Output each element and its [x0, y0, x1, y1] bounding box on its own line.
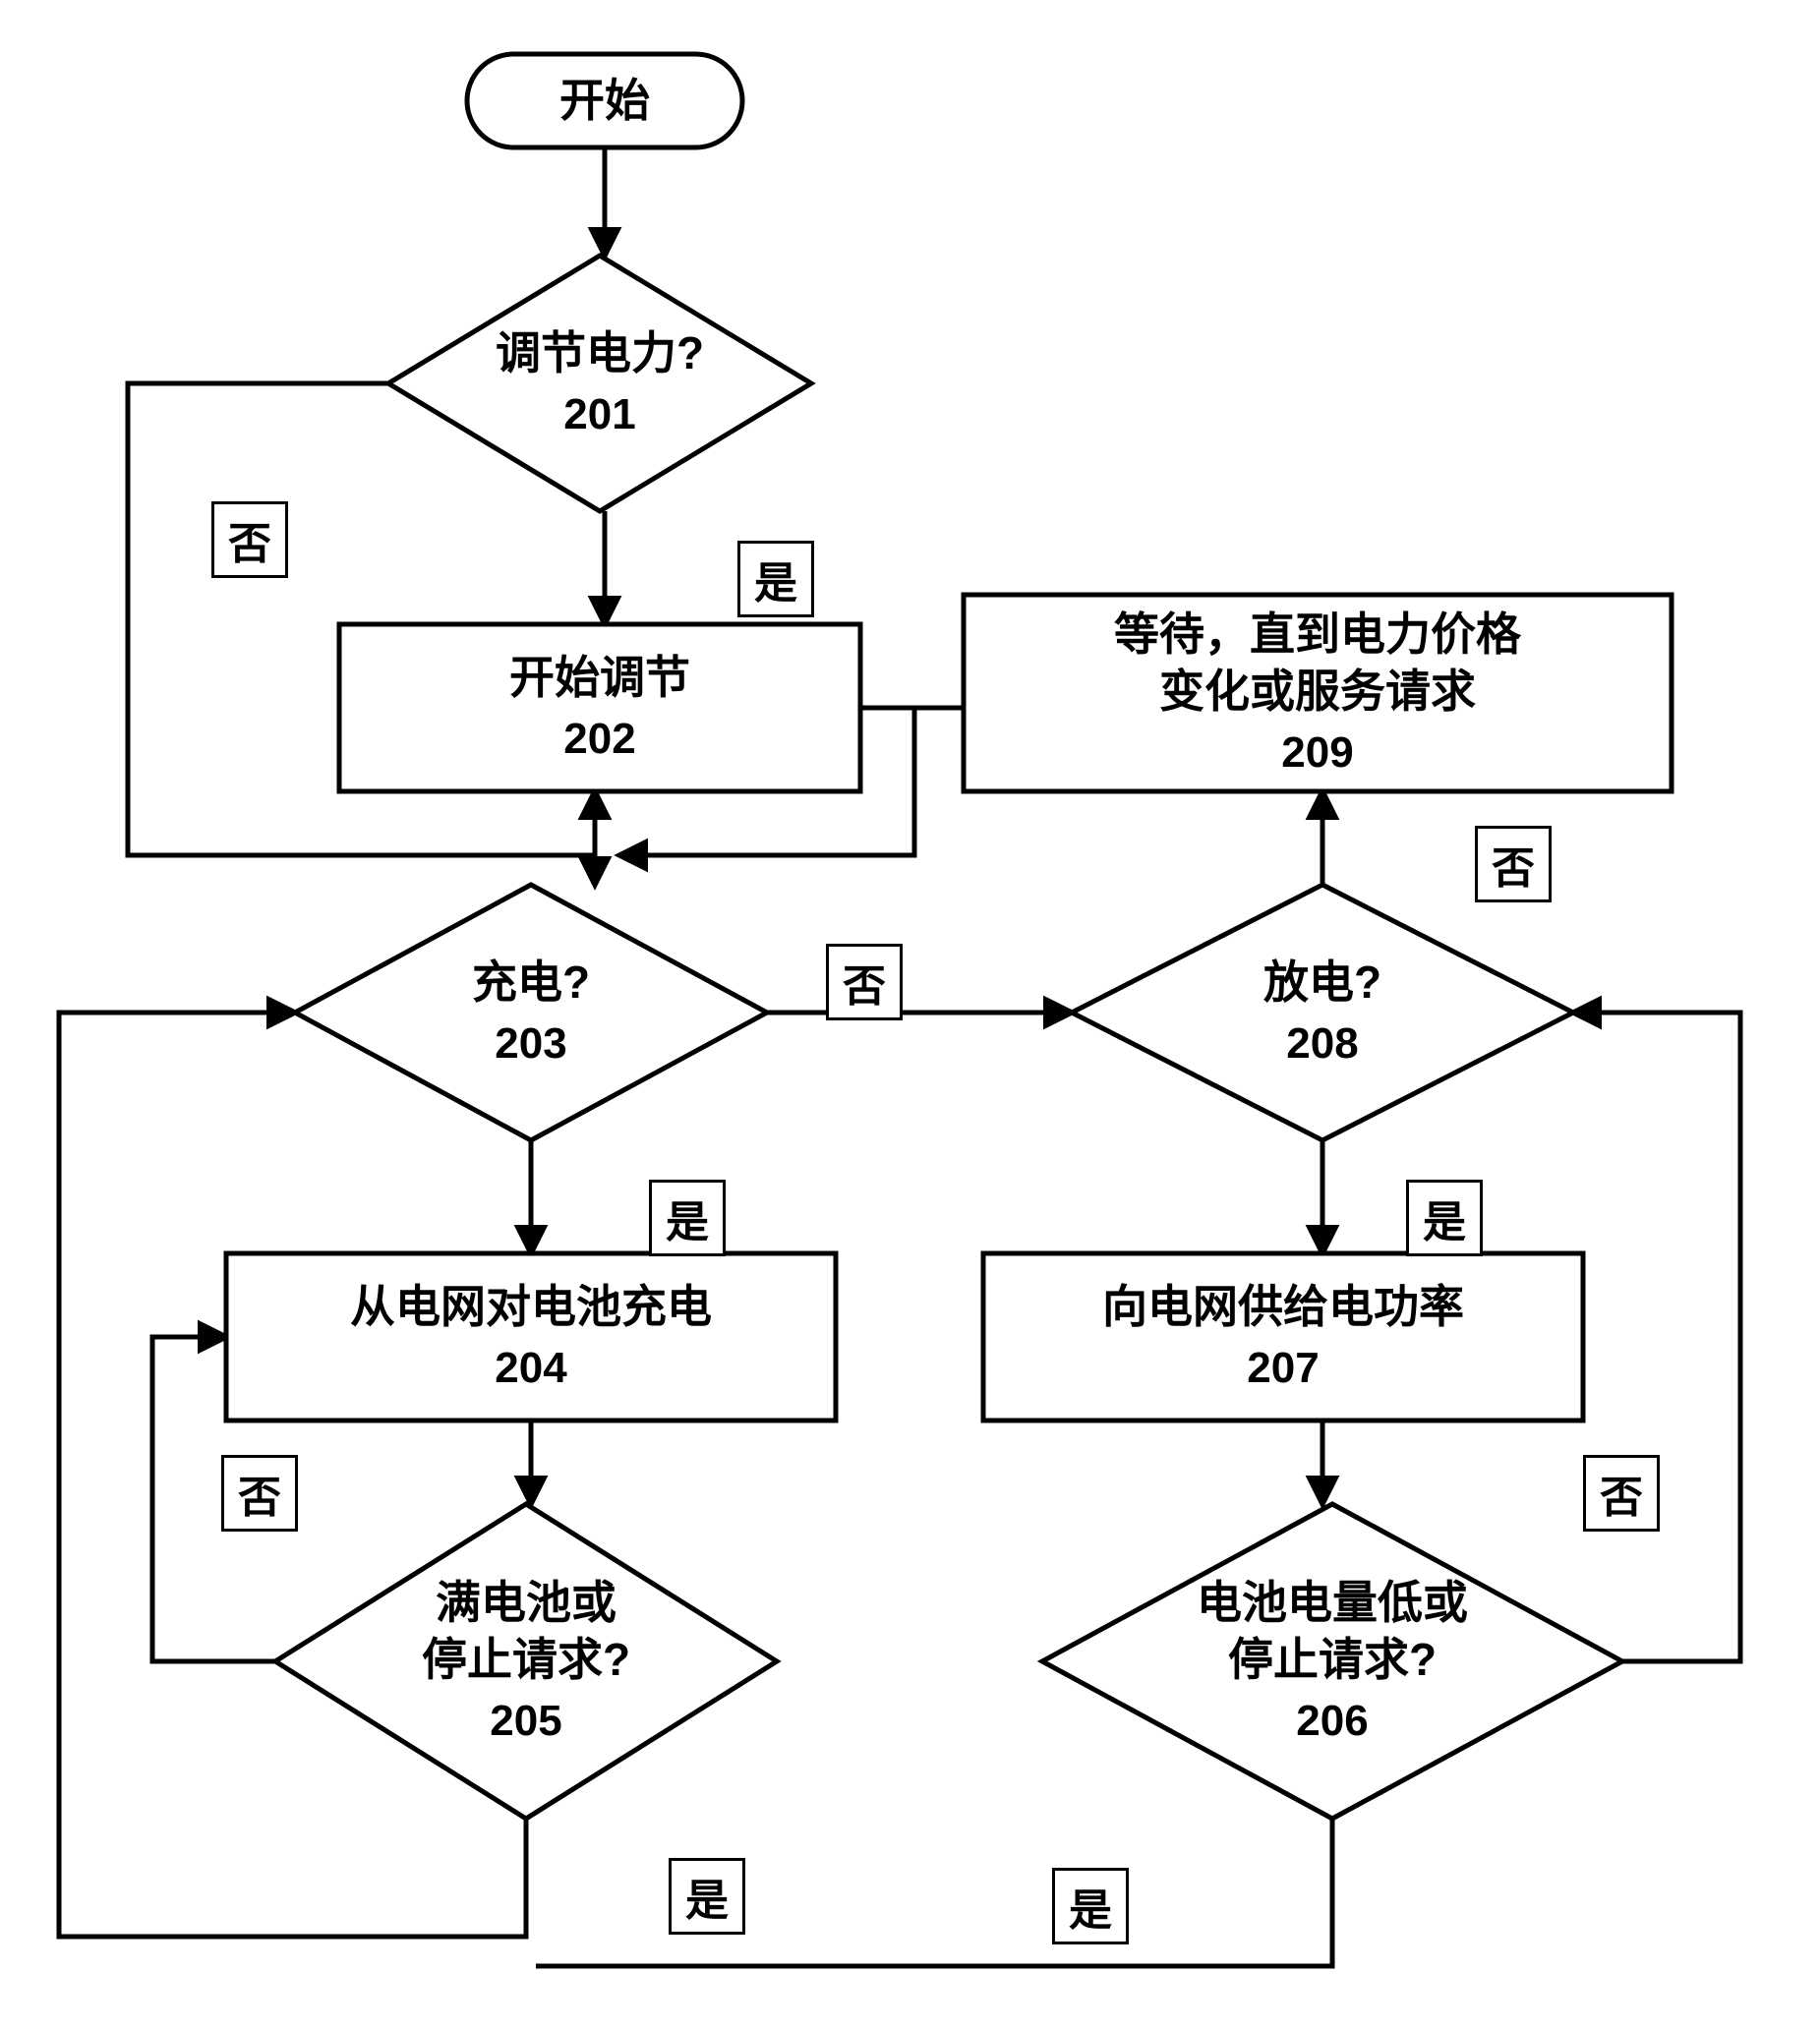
edge-label-n205-bottom: 是: [669, 1858, 745, 1935]
node-id-n202: 202: [339, 712, 860, 766]
node-id-n206: 206: [1042, 1694, 1622, 1748]
node-text-n209: 等待，直到电力价格 变化或服务请求: [964, 607, 1672, 720]
node-text-n207: 向电网供给电功率: [983, 1279, 1583, 1336]
node-text-n201: 调节电力?: [388, 325, 811, 382]
edge-label-n206-bottom2: 是: [1052, 1868, 1129, 1944]
edge-label-n208-n207: 是: [1406, 1180, 1483, 1256]
node-id-n205: 205: [275, 1694, 777, 1748]
node-label-start: 开始: [467, 73, 742, 130]
node-label-n208: 放电?208: [1072, 955, 1573, 1072]
edge-label-n208-n209: 否: [1475, 826, 1552, 902]
edge-label-n205-n204: 否: [221, 1455, 298, 1532]
node-id-n208: 208: [1072, 1016, 1573, 1071]
node-label-n203: 充电?203: [295, 955, 767, 1072]
node-label-n204: 从电网对电池充电204: [226, 1279, 836, 1396]
node-label-n201: 调节电力?201: [388, 325, 811, 442]
node-label-n207: 向电网供给电功率207: [983, 1279, 1583, 1396]
node-id-n209: 209: [964, 725, 1672, 780]
node-text-start: 开始: [467, 73, 742, 130]
edge-label-n203-n204: 是: [649, 1180, 726, 1256]
edge-label-n201-n202: 是: [737, 541, 814, 617]
edge-label-n206-n208: 否: [1583, 1455, 1660, 1532]
node-id-n204: 204: [226, 1341, 836, 1395]
edge-n206-bottom2: [536, 1819, 1332, 1966]
node-text-n203: 充电?: [295, 955, 767, 1012]
edge-label-n201-n203: 否: [211, 501, 288, 578]
node-id-n207: 207: [983, 1341, 1583, 1395]
node-label-n205: 满电池或 停止请求? 205: [275, 1575, 777, 1748]
node-label-n209: 等待，直到电力价格 变化或服务请求209: [964, 607, 1672, 780]
node-text-n208: 放电?: [1072, 955, 1573, 1012]
edge-n206-n208: [1573, 1013, 1740, 1661]
node-text-n206: 电池电量低或 停止请求?: [1042, 1575, 1622, 1688]
node-text-n204: 从电网对电池充电: [226, 1279, 836, 1336]
node-id-n201: 201: [388, 387, 811, 441]
edge-label-n203-n208: 否: [826, 944, 903, 1020]
node-label-n202: 开始调节202: [339, 650, 860, 767]
node-label-n206: 电池电量低或 停止请求? 206: [1042, 1575, 1622, 1748]
node-id-n203: 203: [295, 1016, 767, 1071]
node-text-n205: 满电池或 停止请求?: [275, 1575, 777, 1688]
node-text-n202: 开始调节: [339, 650, 860, 707]
